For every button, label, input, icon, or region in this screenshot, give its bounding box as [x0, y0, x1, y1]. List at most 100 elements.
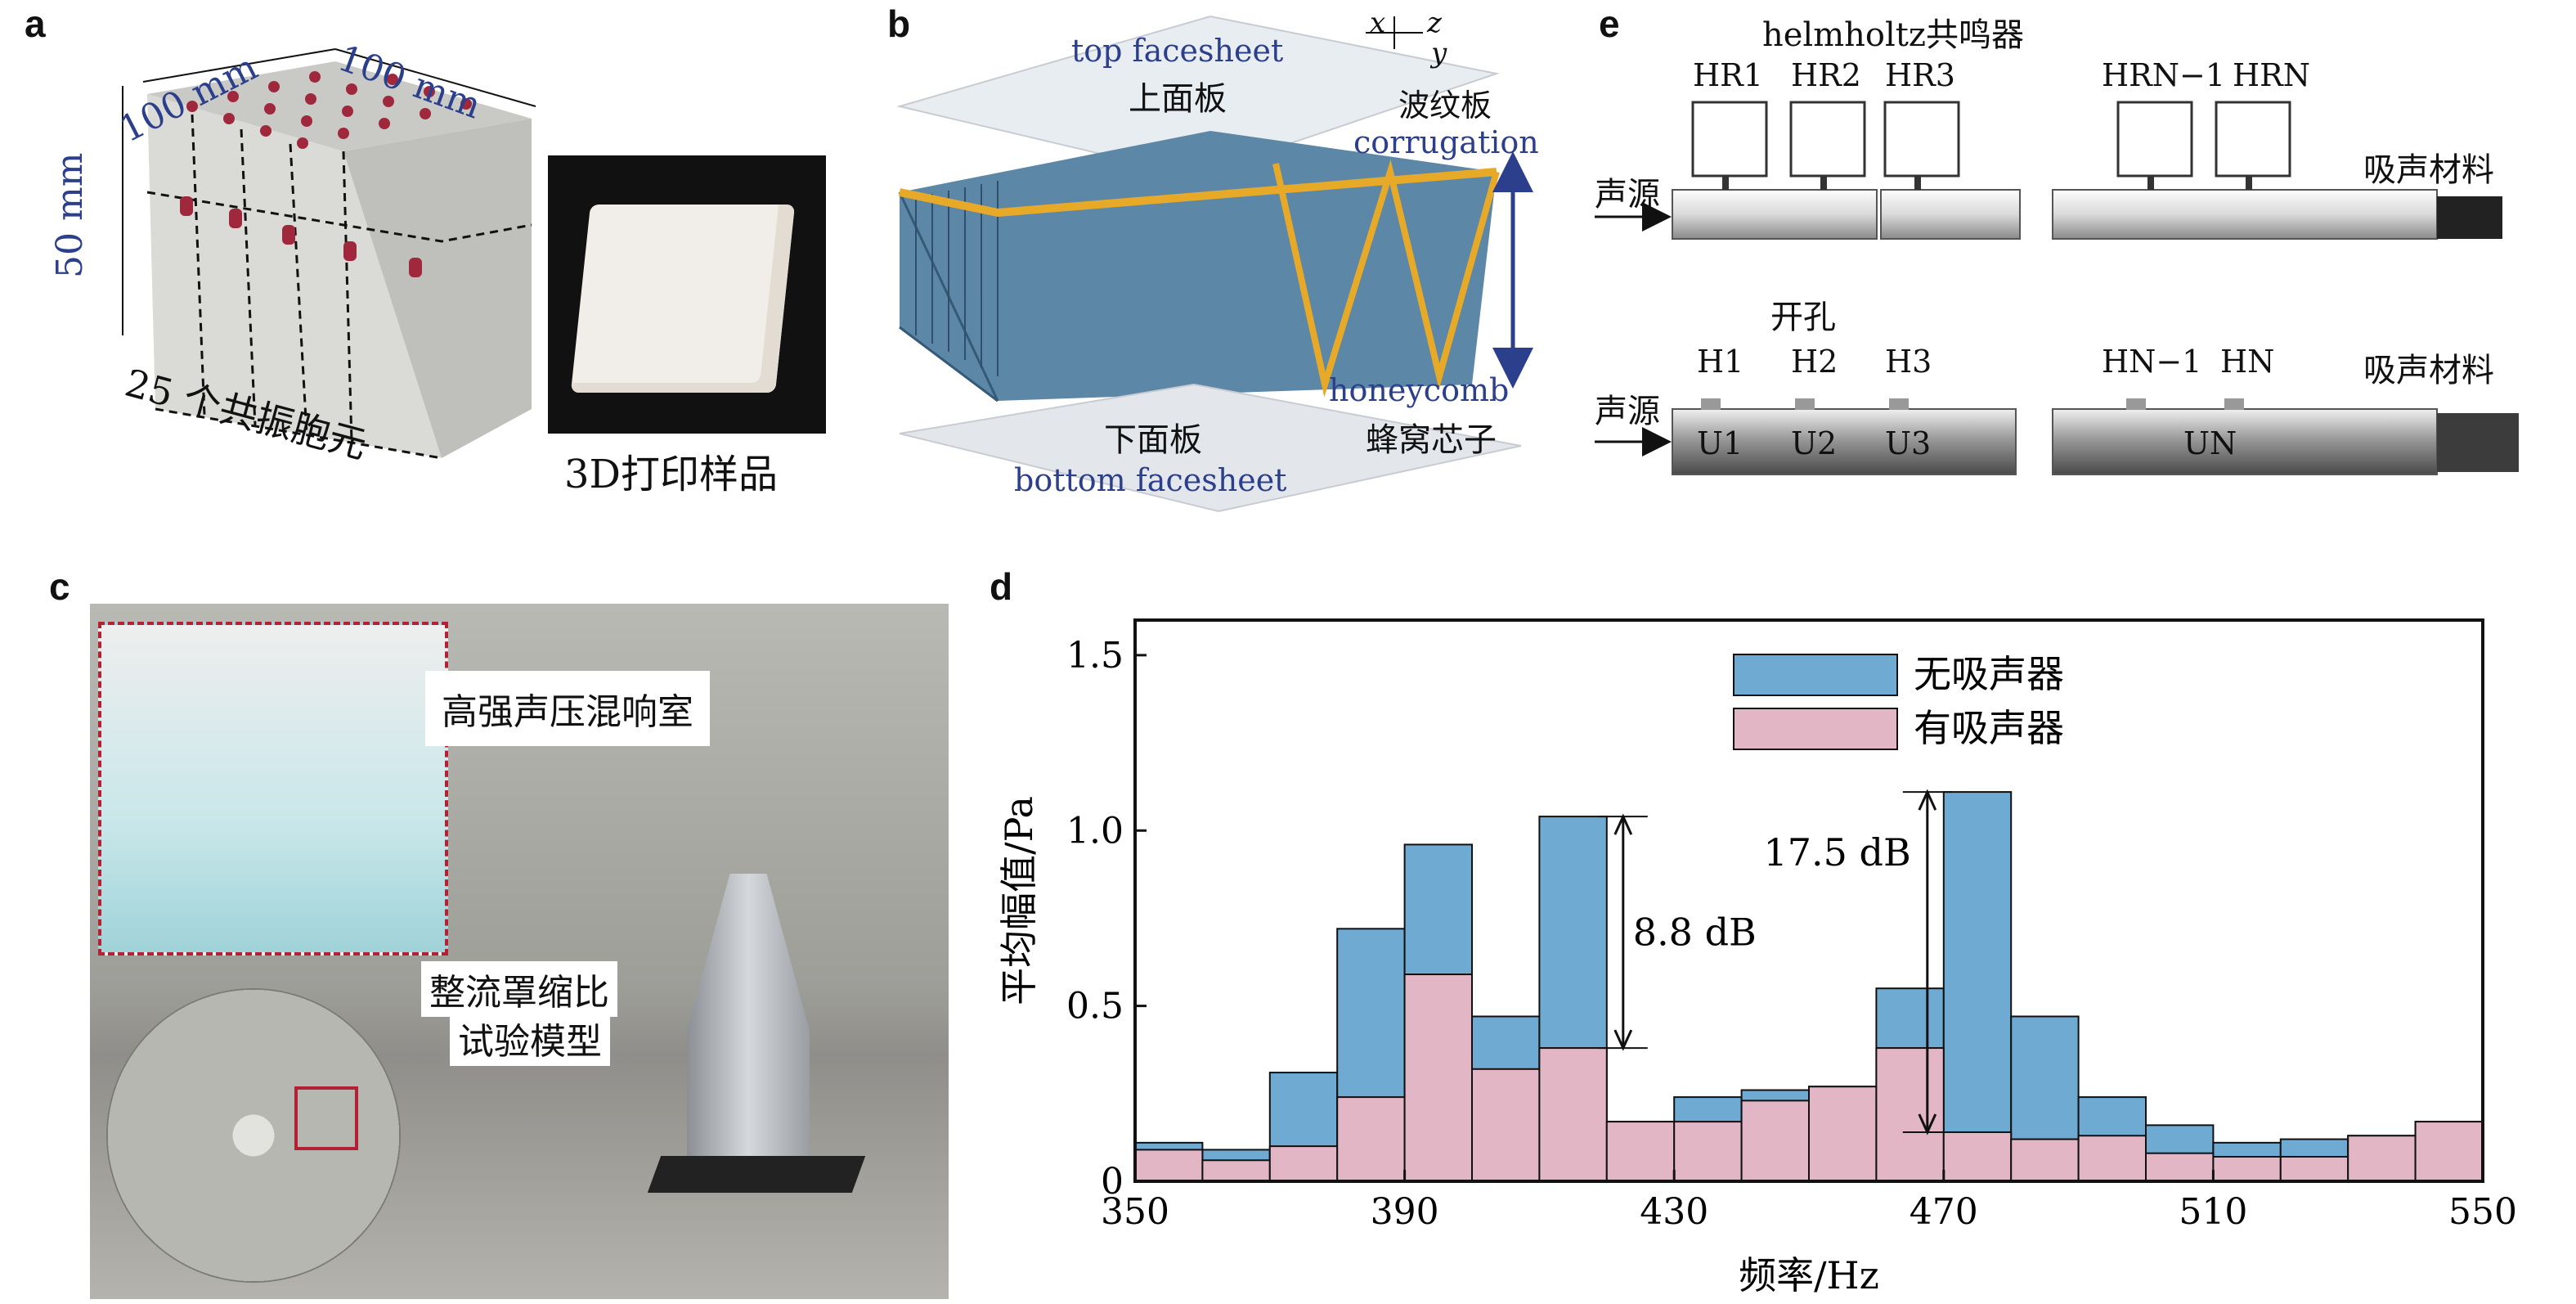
block-side-face — [343, 119, 532, 458]
panel-c-label: c — [49, 565, 70, 608]
model-caption-line1: 整流罩缩比 — [421, 961, 617, 1017]
x-axis-label: 频率/Hz — [1739, 1253, 1879, 1297]
hole-n: HN — [2220, 344, 2275, 380]
plot-frame — [1133, 618, 2484, 1183]
unit-3: U3 — [1885, 425, 1932, 461]
top-facesheet — [896, 15, 1500, 178]
photo-caption: 3D打印样品 — [564, 452, 779, 497]
bar-with-absorber-450 — [1808, 1086, 1878, 1182]
hr-n-1: HRN−1 — [2102, 57, 2226, 93]
test-model-base — [647, 1156, 866, 1193]
bar-with-absorber-500 — [2145, 1152, 2215, 1183]
resonator-block-diagram — [122, 48, 536, 460]
bar-with-absorber-420 — [1605, 1121, 1676, 1182]
block-top-face — [147, 61, 532, 151]
y-tick-label-0: 0 — [1101, 1161, 1124, 1203]
bar-with-absorber-440 — [1740, 1099, 1810, 1183]
legend-label-0: 无吸声器 — [1914, 652, 2064, 696]
bar-with-absorber-390 — [1403, 974, 1473, 1182]
model-caption-line2: 试验模型 — [450, 1010, 610, 1066]
honeycomb-en: honeycomb — [1329, 372, 1510, 408]
bottom-facesheet — [899, 383, 1522, 513]
axis-x-label: x — [1370, 7, 1386, 39]
printed-sample — [570, 205, 796, 393]
unit-2: U2 — [1791, 425, 1838, 461]
model-bottom-view — [106, 988, 401, 1283]
bar-with-absorber-350 — [1134, 1149, 1204, 1182]
bar-with-absorber-470 — [1942, 1131, 2013, 1182]
panel-d: d 350 390 430 470 510 550 0 0.5 1.0 1.5 频率/Hz 平均幅值/… — [981, 564, 2576, 1304]
unit-n: UN — [2183, 425, 2237, 461]
top-facesheet-en: top facesheet — [1071, 33, 1284, 69]
axis-y-label: y — [1431, 37, 1447, 70]
reverberation-room-photo — [90, 604, 949, 1299]
panel-b: b x z y top facesheet 上面板 波纹板 corrugatio… — [867, 0, 1570, 524]
x-tick-label-550: 550 — [2448, 1191, 2517, 1233]
honeycomb-cn: 蜂窝芯子 — [1366, 421, 1497, 459]
block-front-face — [147, 94, 442, 458]
panel-a: a 100 mm 100 mm 50 mm 25 个共振胞元 3D打印样品 — [0, 0, 850, 524]
source-label-top: 声源 — [1595, 176, 1660, 214]
resonator-holes — [180, 71, 472, 277]
helmholtz-title: helmholtz共鸣器 — [1762, 16, 2024, 54]
printed-sample-photo — [548, 155, 826, 434]
absorber-label-bottom: 吸声材料 — [2363, 352, 2494, 389]
panel-b-label: b — [887, 2, 911, 45]
dim-height: 50 mm — [49, 152, 91, 278]
axis-z-label: z — [1427, 7, 1442, 39]
bar-with-absorber-540 — [2414, 1121, 2484, 1182]
x-tick-label-350: 350 — [1101, 1191, 1169, 1233]
panel-e: e helmholtz共鸣器 HR1 HR2 HR3 HRN−1 HRN 声源 … — [1578, 0, 2576, 524]
inset-highlight-box — [294, 1086, 358, 1150]
bar-with-absorber-480 — [2010, 1138, 2080, 1182]
corrugation-en: corrugation — [1353, 124, 1539, 160]
bottom-facesheet-en: bottom facesheet — [1014, 462, 1287, 498]
absorber-label-top: 吸声材料 — [2363, 151, 2494, 189]
y-tick-label-3: 1.5 — [1066, 635, 1124, 677]
amplitude-histogram: 350 390 430 470 510 550 0 0.5 1.0 1.5 频率/Hz 平均幅值/Pa… — [997, 618, 2517, 1297]
hole-n-1: HN−1 — [2102, 344, 2202, 380]
bottom-facesheet-cn: 下面板 — [1104, 421, 1202, 459]
legend-swatch-1 — [1733, 708, 1898, 750]
bar-with-absorber-530 — [2347, 1135, 2417, 1183]
bar-with-absorber-370 — [1268, 1145, 1339, 1182]
sandwich-panel-diagram — [896, 15, 1533, 513]
hole-1: H1 — [1697, 344, 1744, 380]
honeycomb-core — [900, 131, 1497, 401]
panel-d-label: d — [990, 565, 1013, 608]
y-tick-label-1: 0.5 — [1066, 986, 1124, 1027]
annotation-1-label: 8.8 dB — [1633, 911, 1757, 955]
legend-label-1: 有吸声器 — [1914, 706, 2064, 750]
hr-3: HR3 — [1885, 57, 1955, 93]
unit-1: U1 — [1697, 425, 1744, 461]
y-axis-label: 平均幅值/Pa — [997, 796, 1041, 1005]
bar-with-absorber-400 — [1471, 1068, 1541, 1182]
legend-swatch-0 — [1733, 654, 1898, 696]
test-model-cone — [687, 874, 810, 1160]
panel-e-label: e — [1599, 2, 1620, 45]
bar-with-absorber-430 — [1673, 1121, 1743, 1182]
bar-with-absorber-510 — [2212, 1155, 2282, 1182]
hole-2: H2 — [1791, 344, 1838, 380]
bar-with-absorber-410 — [1538, 1047, 1608, 1183]
x-tick-label-470: 470 — [1910, 1191, 1978, 1233]
holes-title: 开孔 — [1770, 299, 1836, 336]
bar-with-absorber-360 — [1201, 1159, 1271, 1183]
x-tick-label-510: 510 — [2179, 1191, 2247, 1233]
annotation-2-label: 17.5 dB — [1764, 830, 1911, 875]
corrugation-sheet — [1272, 159, 1500, 398]
bar-without-absorber-470 — [1942, 791, 2013, 1182]
hr-2: HR2 — [1791, 57, 1861, 93]
x-tick-label-390: 390 — [1371, 1191, 1439, 1233]
bar-with-absorber-460 — [1875, 1047, 1945, 1183]
corrugation-cn: 波纹板 — [1398, 88, 1492, 124]
panel-a-label: a — [25, 2, 46, 45]
room-caption: 高强声压混响室 — [425, 671, 710, 746]
top-facesheet-cn: 上面板 — [1129, 80, 1227, 118]
hr-1: HR1 — [1693, 57, 1763, 93]
y-tick-label-2: 1.0 — [1066, 810, 1124, 852]
inset-cutaway — [98, 622, 448, 956]
hole-3: H3 — [1885, 344, 1932, 380]
hr-n: HRN — [2233, 57, 2310, 93]
bar-with-absorber-380 — [1336, 1096, 1406, 1182]
